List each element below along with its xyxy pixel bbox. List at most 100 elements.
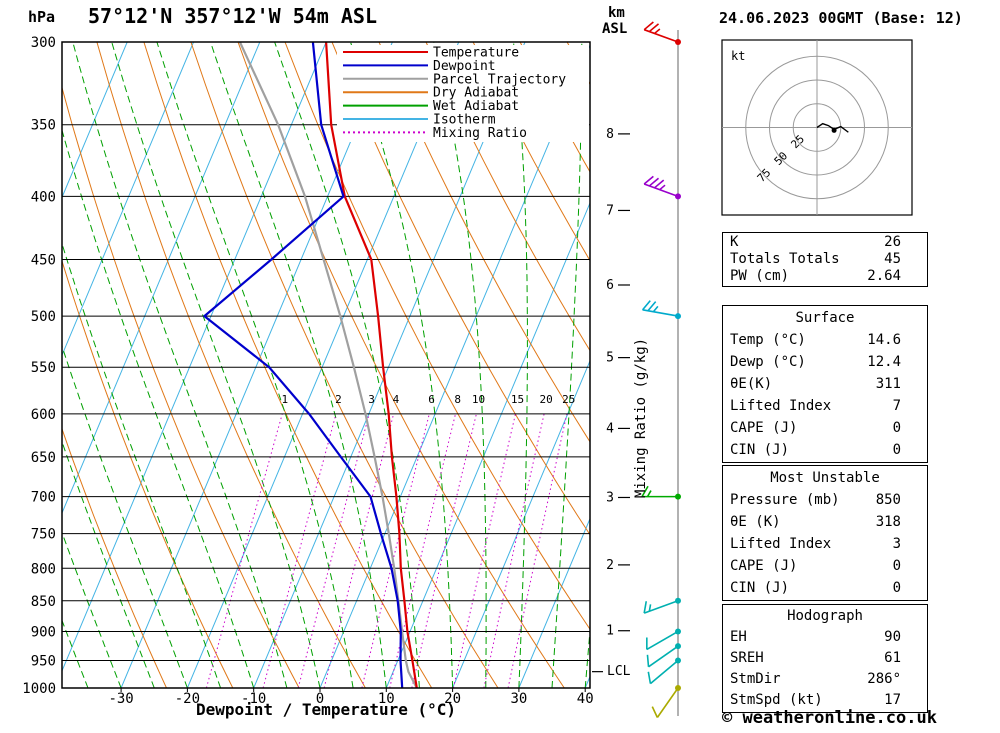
row-value: 0 [892, 420, 901, 436]
svg-text:25: 25 [562, 393, 575, 406]
table-row: CAPE (J) 0 [723, 417, 927, 439]
svg-text:-30: -30 [108, 691, 133, 707]
plot-frame [61, 41, 591, 689]
svg-text:20: 20 [539, 393, 552, 406]
row-label: θE (K) [730, 514, 781, 530]
run-date-title: 24.06.2023 00GMT (Base: 12) [719, 9, 963, 27]
legend-label: Parcel Trajectory [433, 72, 566, 87]
station-title: 57°12'N 357°12'W 54m ASL [88, 4, 377, 28]
svg-text:2: 2 [335, 393, 342, 406]
sounding-profiles [203, 42, 418, 688]
row-label: CIN (J) [730, 442, 790, 458]
svg-text:0: 0 [316, 691, 324, 707]
svg-text:2: 2 [606, 558, 614, 573]
svg-text:3: 3 [606, 490, 614, 505]
mixing-ratio-axis-label: Mixing Ratio (g/kg) [633, 337, 649, 499]
svg-text:800: 800 [31, 561, 56, 577]
svg-text:850: 850 [31, 594, 56, 610]
table-row: K 26 [723, 234, 927, 251]
row-value: 311 [875, 376, 901, 392]
temperature-axis-label: Dewpoint / Temperature (°C) [195, 700, 457, 719]
wind-barb [643, 175, 681, 200]
row-label: StmDir [730, 671, 781, 687]
svg-text:400: 400 [31, 189, 56, 205]
row-value: 850 [875, 492, 901, 508]
legend-label: Dewpoint [433, 59, 496, 74]
table-row: StmSpd (kt) 17 [723, 690, 927, 711]
temperature-curve [325, 42, 418, 688]
table-surface: Surface Temp (°C) 14.6 Dewp (°C) 12.4 θE(K) 31… [722, 305, 928, 463]
table-header: Most Unstable [770, 470, 880, 486]
row-label: CAPE (J) [730, 420, 798, 436]
svg-text:500: 500 [31, 309, 56, 325]
row-label: CIN (J) [730, 580, 790, 596]
storm-motion-dot [831, 127, 837, 133]
svg-text:650: 650 [31, 450, 56, 466]
svg-text:40: 40 [577, 691, 594, 707]
table-most-unstable: Most Unstable Pressure (mb) 850 θE (K) 318 Li… [722, 465, 928, 601]
table-header: Surface [795, 310, 855, 326]
row-label: K [730, 234, 739, 250]
svg-text:7: 7 [606, 203, 614, 218]
row-label: Lifted Index [730, 536, 832, 552]
row-label: Pressure (mb) [730, 492, 840, 508]
row-value: 318 [875, 514, 901, 530]
isobar-lines [62, 42, 590, 688]
row-label: EH [730, 629, 747, 645]
table-row: Pressure (mb) 850 [723, 489, 927, 511]
legend-label: Temperature [433, 46, 519, 61]
svg-text:6: 6 [606, 278, 614, 293]
svg-text:5: 5 [606, 351, 614, 366]
table-header: Hodograph [787, 608, 863, 624]
svg-text:1: 1 [281, 393, 288, 406]
row-value: 12.4 [867, 354, 901, 370]
row-value: 17 [884, 692, 901, 708]
svg-text:15: 15 [511, 393, 524, 406]
lcl-label: LCL [607, 664, 631, 679]
km-axis: 1 2 3 4 5 6 7 8 [592, 127, 630, 673]
row-value: 3 [892, 536, 901, 552]
wet-adiabat-lines [62, 42, 590, 688]
svg-text:20: 20 [444, 691, 461, 707]
km-axis-unit-label: km [608, 5, 625, 21]
table-hodograph: Hodograph EH 90 SREH 61 StmDir 286° StmSpd (kt)… [722, 604, 928, 713]
pressure-unit-label: hPa [28, 8, 56, 26]
table-row: Temp (°C) 14.6 [723, 329, 927, 351]
row-value: 0 [892, 558, 901, 574]
row-label: StmSpd (kt) [730, 692, 823, 708]
svg-text:950: 950 [31, 653, 56, 669]
table-row: CIN (J) 0 [723, 439, 927, 461]
svg-text:30: 30 [510, 691, 527, 707]
row-value: 61 [884, 650, 901, 666]
wind-barb [641, 300, 681, 320]
table-row: PW (cm) 2.64 [723, 268, 927, 285]
table-row: StmDir 286° [723, 669, 927, 690]
row-label: CAPE (J) [730, 558, 798, 574]
row-value: 0 [892, 580, 901, 596]
pressure-tick-labels: 300 350 400 450 500 550 600 650 700 750 800 850 900 9… [22, 35, 56, 697]
svg-text:900: 900 [31, 624, 56, 640]
table-stability-indices: K 26 Totals Totals 45 PW (cm) 2.64 [722, 232, 928, 287]
wind-barb [646, 643, 681, 668]
svg-text:-20: -20 [175, 691, 200, 707]
svg-text:750: 750 [31, 527, 56, 543]
svg-text:8: 8 [606, 127, 614, 142]
svg-text:4: 4 [606, 421, 614, 436]
svg-text:1000: 1000 [22, 681, 56, 697]
table-row: CIN (J) 0 [723, 577, 927, 599]
row-value: 286° [867, 671, 901, 687]
svg-text:350: 350 [31, 118, 56, 134]
isotherm-lines [62, 42, 590, 688]
table-row: CAPE (J) 0 [723, 555, 927, 577]
row-label: Lifted Index [730, 398, 832, 414]
row-label: PW (cm) [730, 268, 790, 284]
svg-text:6: 6 [428, 393, 435, 406]
legend-label: Wet Adiabat [433, 99, 519, 114]
row-label: θE(K) [730, 376, 773, 392]
hodograph-unit-label: kt [731, 49, 745, 63]
wind-barb [643, 597, 681, 614]
skewt-grid [62, 42, 590, 688]
